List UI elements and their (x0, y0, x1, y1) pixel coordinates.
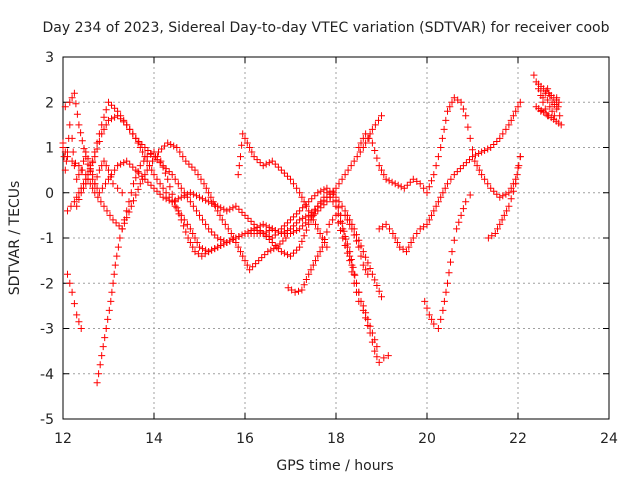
data-point-markers (59, 121, 126, 197)
x-tick-label: 22 (509, 431, 527, 447)
series-track-o (59, 121, 126, 197)
y-tick-label: -4 (40, 367, 54, 383)
x-tick-label: 14 (145, 431, 163, 447)
data-point-markers (64, 270, 85, 332)
data-point-markers (421, 191, 474, 332)
series-track-m (484, 153, 524, 242)
data-point-markers (61, 89, 385, 260)
data-point-markers (234, 130, 331, 251)
plot-frame (62, 56, 610, 420)
grid-lines (63, 57, 609, 419)
y-tick-label: 3 (45, 50, 54, 66)
chart-title: Day 234 of 2023, Sidereal Day-to-day VTE… (43, 20, 610, 36)
data-point-markers (484, 153, 524, 242)
x-tick-label: 18 (327, 431, 345, 447)
data-point-markers (93, 148, 363, 387)
data-point-markers (530, 71, 565, 129)
y-tick-label: -3 (40, 322, 54, 338)
y-tick-label: -5 (40, 412, 54, 428)
data-markers (59, 71, 565, 387)
series-track-a (59, 139, 290, 274)
y-tick-label: 0 (45, 186, 54, 202)
series-track-b (61, 89, 385, 260)
x-tick-label: 20 (418, 431, 436, 447)
y-tick-label: 1 (45, 141, 54, 157)
series-track-h (284, 211, 381, 351)
x-axis-label: GPS time / hours (276, 458, 393, 474)
series-track-n (530, 71, 565, 129)
series-track-k (375, 98, 524, 256)
y-axis-label: SDTVAR / TECUs (7, 181, 23, 296)
data-point-markers (341, 211, 372, 278)
x-tick-label: 24 (600, 431, 618, 447)
series-track-g (234, 130, 331, 251)
x-tick-label: 12 (54, 431, 72, 447)
data-point-markers (375, 98, 524, 256)
data-point-markers (284, 211, 381, 351)
series-track-j (355, 94, 524, 201)
data-point-markers (59, 139, 290, 274)
data-point-markers (355, 94, 524, 201)
y-tick-label: 2 (45, 95, 54, 111)
series-track-e (93, 148, 363, 387)
series-track-f (64, 270, 85, 332)
y-tick-label: -1 (40, 231, 54, 247)
series-track-l (421, 191, 474, 332)
x-tick-label: 16 (236, 431, 254, 447)
series-track-i (341, 211, 372, 278)
y-tick-label: -2 (40, 276, 54, 292)
